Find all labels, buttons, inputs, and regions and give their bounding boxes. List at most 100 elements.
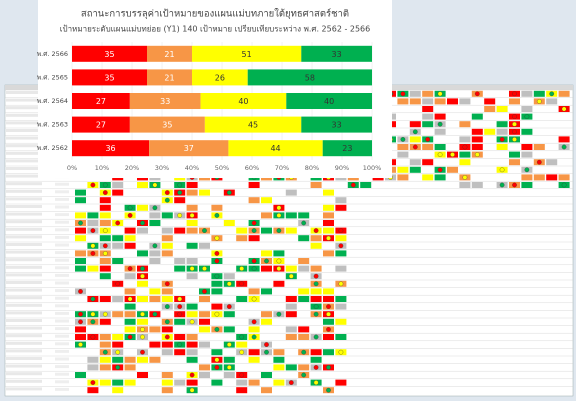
- status-cell: [75, 235, 86, 242]
- x-tick-label: 30%: [155, 164, 169, 172]
- status-cell: [521, 174, 533, 181]
- status-cell: [137, 356, 148, 363]
- code-cell: [55, 190, 69, 194]
- label-cell: [6, 311, 42, 315]
- status-dot: [301, 372, 307, 378]
- label-cell: [6, 121, 42, 125]
- status-cell: [298, 288, 310, 295]
- status-dot: [189, 372, 195, 378]
- status-cell: [323, 349, 334, 356]
- label-cell: [6, 326, 42, 330]
- status-dot: [313, 334, 319, 340]
- x-tick-label: 90%: [335, 164, 349, 172]
- status-dot: [326, 327, 331, 332]
- status-cell: [236, 387, 248, 394]
- label-cell: [6, 319, 42, 322]
- status-cell: [75, 265, 86, 272]
- status-cell: [124, 326, 136, 333]
- status-dot: [214, 327, 220, 332]
- status-dot: [177, 190, 183, 195]
- label-cell: [6, 281, 42, 284]
- status-dot: [140, 311, 145, 317]
- status-cell: [186, 204, 198, 211]
- status-dot: [164, 190, 170, 195]
- status-dot: [214, 311, 220, 317]
- status-cell: [335, 265, 347, 272]
- status-dot: [78, 342, 83, 347]
- status-cell: [99, 273, 111, 280]
- status-cell: [137, 318, 148, 325]
- status-dot: [313, 228, 319, 233]
- y-tick-label: พ.ศ. 2566: [37, 50, 68, 58]
- code-cell: [55, 273, 69, 277]
- status-cell: [75, 250, 86, 257]
- status-cell: [223, 220, 235, 226]
- status-cell: [335, 204, 347, 211]
- status-cell: [521, 182, 533, 188]
- status-dot: [214, 365, 220, 370]
- status-cell: [186, 303, 198, 310]
- bar-segment: [72, 116, 130, 133]
- status-cell: [459, 136, 471, 143]
- status-cell: [484, 98, 496, 105]
- status-cell: [285, 326, 297, 333]
- code-cell: [55, 311, 69, 315]
- code-cell: [55, 296, 69, 300]
- label-cell: [6, 334, 42, 338]
- label-cell: [6, 258, 42, 262]
- label-cell: [6, 205, 42, 208]
- code-cell: [55, 365, 69, 369]
- status-cell: [273, 379, 285, 386]
- status-cell: [124, 235, 136, 242]
- status-cell: [99, 334, 111, 340]
- label-cell: [6, 227, 42, 231]
- status-dot: [127, 213, 133, 218]
- status-dot: [276, 258, 282, 264]
- status-cell: [310, 349, 322, 356]
- label-cell: [6, 288, 42, 292]
- status-cell: [484, 106, 496, 112]
- status-cell: [261, 227, 272, 234]
- label-cell: [6, 129, 42, 132]
- status-cell: [273, 250, 285, 257]
- y-tick-label: พ.ศ. 2563: [37, 121, 68, 129]
- bar-segment: [301, 116, 372, 133]
- status-dot: [152, 182, 158, 188]
- status-cell: [285, 212, 297, 219]
- label-cell: [6, 174, 42, 178]
- status-dot: [189, 319, 195, 325]
- status-dot: [164, 334, 170, 340]
- bar-segment: [192, 69, 248, 86]
- value-label: 21: [164, 50, 174, 59]
- status-dot: [313, 304, 319, 309]
- status-cell: [335, 303, 347, 310]
- status-dot: [177, 182, 183, 188]
- status-cell: [298, 235, 310, 242]
- bar-segment: [149, 140, 229, 157]
- status-cell: [211, 303, 223, 310]
- label-cell: [6, 349, 42, 353]
- status-cell: [285, 227, 297, 234]
- value-label: 40: [324, 97, 334, 106]
- status-cell: [261, 318, 272, 325]
- status-cell: [75, 212, 86, 219]
- status-cell: [323, 227, 334, 234]
- status-cell: [422, 106, 434, 112]
- value-label: 36: [105, 144, 115, 153]
- status-cell: [298, 296, 310, 302]
- status-cell: [161, 212, 173, 219]
- status-dot: [127, 205, 133, 211]
- value-label: 35: [104, 73, 114, 82]
- status-cell: [99, 212, 111, 219]
- status-dot: [512, 91, 517, 97]
- status-cell: [211, 288, 223, 295]
- status-cell: [459, 151, 471, 158]
- status-cell: [137, 204, 148, 211]
- status-dot: [177, 311, 183, 317]
- status-dot: [338, 228, 344, 233]
- status-cell: [496, 106, 508, 112]
- status-cell: [422, 113, 434, 120]
- status-cell: [199, 372, 210, 378]
- status-cell: [496, 121, 508, 128]
- value-label: 44: [270, 144, 280, 153]
